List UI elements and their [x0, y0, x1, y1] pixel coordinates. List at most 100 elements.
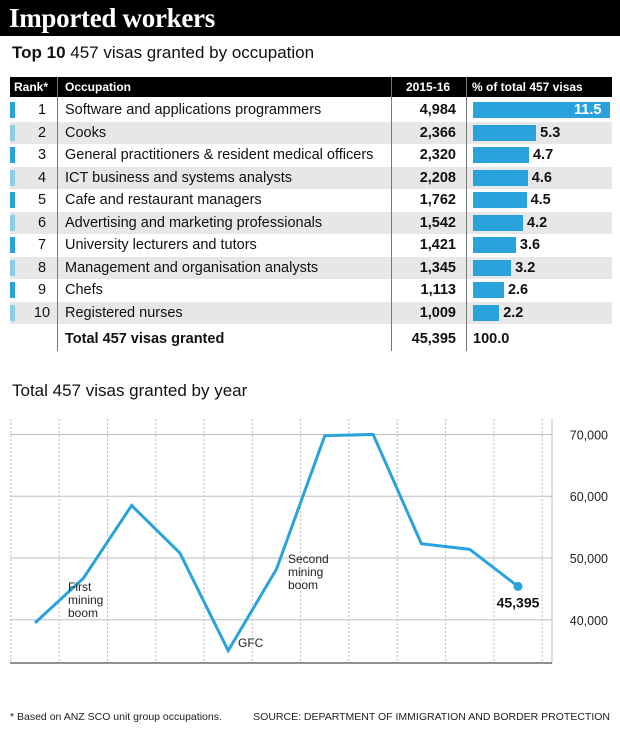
total-pct: 100.0 [473, 331, 510, 347]
pct-bar [473, 169, 528, 186]
value-cell: 1,113 [420, 282, 457, 298]
pct-label: 4.7 [532, 147, 554, 163]
table-row: 4 ICT business and systems analysts 2,208 4… [10, 166, 612, 189]
pct-bar [473, 237, 516, 253]
table-row: 8 Management and organisation analysts 1,3… [10, 256, 612, 279]
rank-cell: 7 [37, 237, 47, 253]
pct-label: 3.2 [515, 259, 536, 276]
rank-cell: 3 [37, 147, 47, 163]
pct-bar [473, 192, 527, 208]
y-tick-label: 70,000 [570, 428, 608, 442]
rank-cell: 5 [37, 192, 47, 208]
table-row: 1 Software and applications programmers 4,… [10, 99, 612, 121]
rank-marker [10, 282, 15, 298]
occupation-cell: Registered nurses [65, 304, 183, 321]
pct-bar [473, 147, 529, 163]
rank-marker [10, 192, 15, 208]
occupation-cell: Cafe and restaurant managers [65, 192, 262, 208]
annotation-label: boom [68, 606, 98, 620]
rank-cell: 6 [37, 214, 47, 231]
pct-bar [473, 214, 524, 231]
rank-cell: 9 [37, 282, 47, 298]
occupation-cell: ICT business and systems analysts [65, 169, 292, 186]
occupation-cell: Management and organisation analysts [65, 259, 319, 276]
value-cell: 2,366 [419, 124, 456, 141]
rank-cell: 8 [37, 259, 47, 276]
pct-bar [473, 282, 504, 298]
annotation-label: boom [288, 578, 318, 592]
column-divider [391, 77, 392, 351]
total-value: 45,395 [411, 331, 456, 347]
pct-label: 4.5 [530, 192, 551, 208]
series-line [33, 432, 519, 654]
value-cell: 1,762 [419, 192, 456, 208]
rank-cell: 2 [37, 124, 47, 141]
annotation-label: Second [288, 552, 329, 566]
y-tick-label: 40,000 [570, 614, 608, 628]
annotation-label: GFC [238, 636, 264, 650]
pct-label: 3.6 [519, 237, 541, 253]
annotation-label: mining [68, 593, 103, 607]
occupation-cell: Advertising and marketing professionals [65, 214, 323, 231]
table-title-bold: Top 10 [12, 43, 66, 62]
line-chart: 40,00050,00060,00070,00005-0606-0707-080… [10, 419, 608, 664]
rank-cell: 4 [37, 169, 47, 186]
rank-marker [10, 259, 15, 276]
table-row: 7 University lecturers and tutors 1,421 3.6 [10, 234, 612, 256]
pct-label: 11.5 [574, 102, 602, 118]
rank-marker [10, 102, 15, 118]
col-occupation-header: Occupation [65, 80, 132, 94]
value-cell: 1,009 [419, 304, 456, 321]
value-cell: 1,421 [419, 237, 456, 253]
value-cell: 2,320 [419, 147, 456, 163]
rank-marker [10, 169, 15, 186]
column-divider [57, 77, 58, 351]
table-row: 10 Registered nurses 1,009 2.2 [10, 301, 612, 324]
rank-marker [10, 214, 15, 231]
chart-section-title: Total 457 visas granted by year [12, 381, 248, 400]
endpoint-marker [513, 581, 523, 591]
total-label: Total 457 visas granted [65, 331, 225, 347]
source-note: SOURCE: DEPARTMENT OF IMMIGRATION AND BO… [253, 711, 610, 723]
rank-marker [10, 124, 15, 141]
occupation-cell: Cooks [65, 124, 107, 141]
value-cell: 2,208 [419, 169, 456, 186]
endpoint-label: 45,395 [497, 594, 540, 610]
pct-label: 4.2 [527, 214, 548, 231]
table-header: Rank* Occupation 2015-16 % of total 457 … [10, 77, 612, 97]
table-row: 2 Cooks 2,366 5.3 [10, 121, 612, 144]
pct-bar [473, 259, 512, 276]
occupation-cell: University lecturers and tutors [65, 237, 257, 253]
rank-marker [10, 304, 15, 321]
table-section-title: Top 10 457 visas granted by occupation [12, 43, 314, 63]
rank-marker [10, 147, 15, 163]
y-tick-label: 60,000 [570, 490, 608, 504]
pct-label: 2.6 [507, 282, 529, 298]
pct-bar [473, 124, 537, 141]
value-cell: 4,984 [419, 102, 456, 118]
table-row: 5 Cafe and restaurant managers 1,762 4.5 [10, 189, 612, 211]
table-row: 6 Advertising and marketing professionals… [10, 211, 612, 234]
column-divider [466, 77, 467, 351]
y-tick-label: 50,000 [570, 552, 608, 566]
rank-cell: 10 [33, 304, 51, 321]
pct-bar [473, 304, 500, 321]
table-total-row: Total 457 visas granted 45,395 100.0 [10, 327, 612, 351]
value-cell: 1,542 [419, 214, 456, 231]
footnote: * Based on ANZ SCO unit group occupation… [10, 711, 222, 723]
table-title-rest: 457 visas granted by occupation [65, 43, 315, 62]
occupation-cell: General practitioners & resident medical… [65, 147, 374, 163]
rank-marker [10, 237, 15, 253]
title-bar: Imported workers [0, 0, 620, 36]
pct-bar [473, 102, 610, 118]
occupation-cell: Chefs [65, 282, 103, 298]
col-year-header: 2015-16 [406, 80, 451, 94]
rank-cell: 1 [37, 102, 47, 118]
value-cell: 1,345 [419, 259, 456, 276]
col-pct-header: % of total 457 visas [472, 80, 583, 94]
annotation-label: mining [288, 565, 323, 579]
page-title: Imported workers [9, 3, 215, 33]
table-row: 9 Chefs 1,113 2.6 [10, 279, 612, 301]
pct-label: 2.2 [503, 304, 524, 321]
table-row: 3 General practitioners & resident medica… [10, 144, 612, 166]
